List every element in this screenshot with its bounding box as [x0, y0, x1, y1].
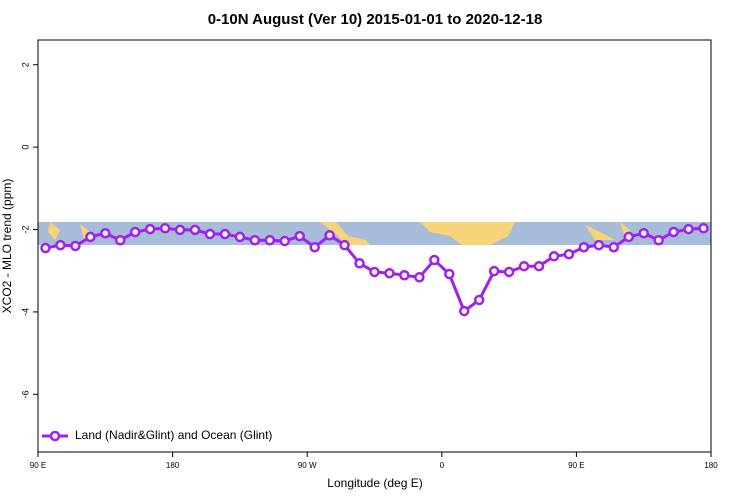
data-point	[608, 241, 620, 253]
chart-title: 0-10N August (Ver 10) 2015-01-01 to 2020…	[208, 11, 543, 28]
x-tick-label: 90 W	[298, 461, 317, 470]
data-point	[563, 248, 575, 260]
data-point	[324, 230, 335, 241]
data-point	[399, 270, 410, 281]
data-point	[698, 223, 709, 234]
map-band	[38, 222, 711, 245]
legend-label: Land (Nadir&Glint) and Ocean (Glint)	[75, 428, 272, 442]
data-point	[518, 260, 530, 272]
data-point	[384, 267, 395, 279]
data-point	[593, 239, 605, 251]
data-point	[279, 235, 291, 247]
y-tick-label: 0	[20, 145, 30, 150]
data-point	[473, 294, 485, 306]
data-point	[264, 234, 276, 246]
data-point	[458, 305, 470, 317]
data-point	[129, 226, 141, 238]
data-point	[234, 231, 246, 243]
data-point	[174, 224, 186, 236]
data-point	[578, 241, 590, 253]
data-point	[144, 223, 156, 235]
x-tick-label: 180	[704, 461, 718, 470]
data-point	[488, 265, 500, 277]
data-point	[309, 241, 320, 253]
data-point	[653, 234, 664, 246]
plot-frame	[37, 39, 712, 453]
x-tick-label: 90 E	[568, 461, 584, 470]
data-point	[189, 224, 201, 236]
data-point	[414, 272, 425, 283]
data-point	[683, 223, 694, 235]
data-point	[429, 254, 440, 266]
data-point	[638, 227, 649, 239]
data-point	[115, 234, 126, 246]
data-point	[623, 231, 634, 243]
data-point	[444, 268, 455, 280]
y-tick-label: -4	[20, 308, 30, 316]
data-point	[100, 227, 111, 239]
y-tick-label: 2	[20, 62, 30, 67]
data-point	[548, 251, 560, 262]
x-axis-label: Longitude (deg E)	[327, 476, 422, 490]
data-point	[369, 266, 380, 278]
x-tick-label: 0	[440, 461, 445, 470]
y-tick-label: -2	[20, 226, 30, 234]
data-point	[70, 240, 81, 252]
data-point	[204, 228, 216, 240]
data-point	[668, 226, 679, 238]
data-point	[85, 231, 96, 243]
y-axis-label: XCO2 - MLO trend (ppm)	[0, 179, 14, 314]
data-point	[294, 230, 305, 242]
x-tick-label: 180	[166, 461, 180, 470]
y-tick-label: -6	[20, 390, 30, 398]
data-point	[503, 266, 515, 278]
data-point	[339, 239, 350, 251]
data-point	[533, 260, 545, 272]
data-point	[219, 228, 231, 240]
data-point	[354, 258, 365, 269]
data-point	[159, 223, 171, 234]
x-tick-label: 90 E	[30, 461, 46, 470]
data-point	[55, 239, 66, 251]
legend-marker	[49, 430, 61, 442]
data-point	[40, 242, 51, 254]
data-point	[249, 234, 261, 246]
